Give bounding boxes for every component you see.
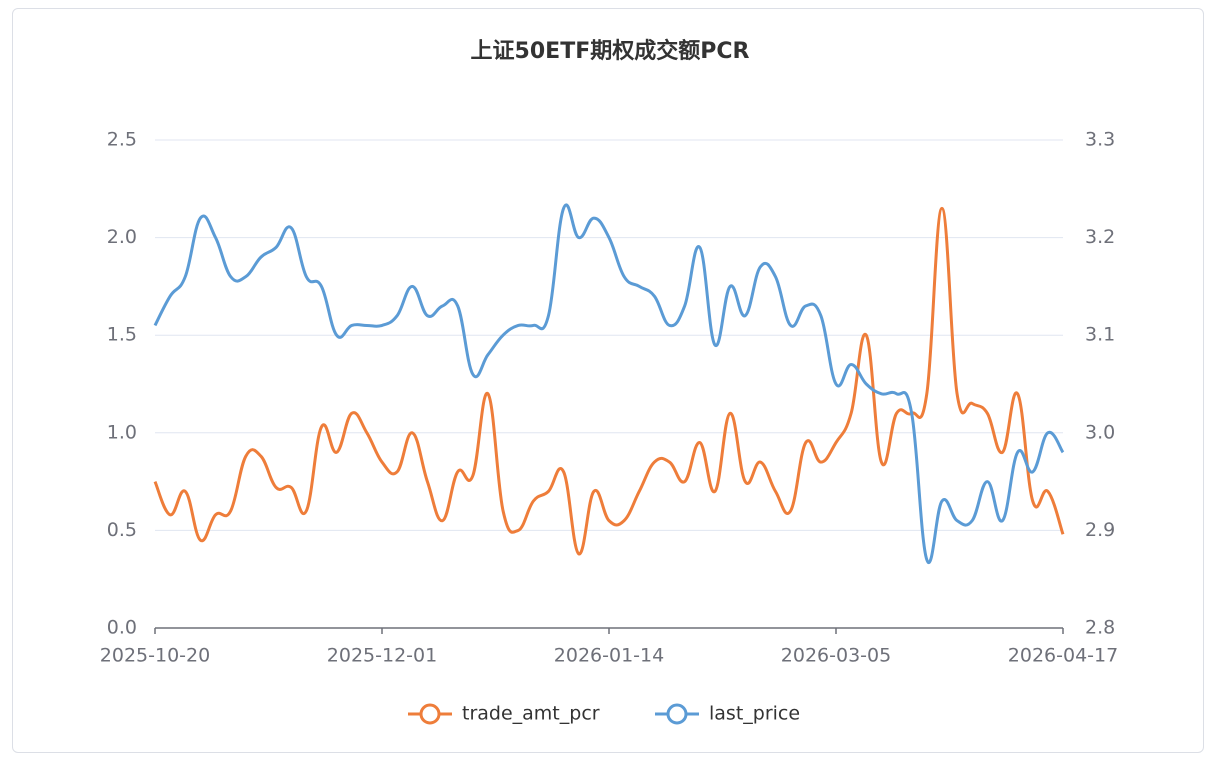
legend-marker [419, 703, 441, 725]
y-tick-label: 2.0 [107, 226, 137, 248]
series-line [153, 203, 1065, 565]
legend-label: trade_amt_pcr [462, 703, 600, 725]
x-tick-label: 2026-01-14 [554, 645, 664, 667]
y-tick-label: 0.0 [107, 617, 137, 639]
y2-tick-label: 2.9 [1085, 519, 1115, 541]
y2-tick-label: 3.0 [1085, 421, 1115, 443]
legend-label: last_price [709, 703, 800, 725]
y-tick-label: 0.5 [107, 519, 137, 541]
y2-tick-label: 2.8 [1085, 617, 1115, 639]
card [12, 8, 1204, 753]
y-tick-label: 1.5 [107, 324, 137, 346]
x-tick-label: 2026-04-17 [1008, 645, 1118, 667]
x-tick-label: 2025-12-01 [327, 645, 437, 667]
x-tick-label: 2026-03-05 [781, 645, 891, 667]
y2-tick-label: 3.3 [1085, 129, 1115, 151]
y-tick-label: 2.5 [107, 129, 137, 151]
series-line [153, 206, 1065, 556]
y2-tick-label: 3.1 [1085, 324, 1115, 346]
y2-tick-label: 3.2 [1085, 226, 1115, 248]
y-tick-label: 1.0 [107, 421, 137, 443]
chart-title: 上证50ETF期权成交额PCR [471, 38, 750, 64]
legend-marker [666, 703, 688, 725]
x-tick-label: 2025-10-20 [100, 645, 210, 667]
